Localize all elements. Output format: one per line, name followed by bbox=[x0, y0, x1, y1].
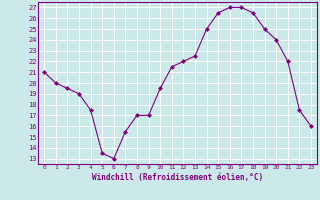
X-axis label: Windchill (Refroidissement éolien,°C): Windchill (Refroidissement éolien,°C) bbox=[92, 173, 263, 182]
